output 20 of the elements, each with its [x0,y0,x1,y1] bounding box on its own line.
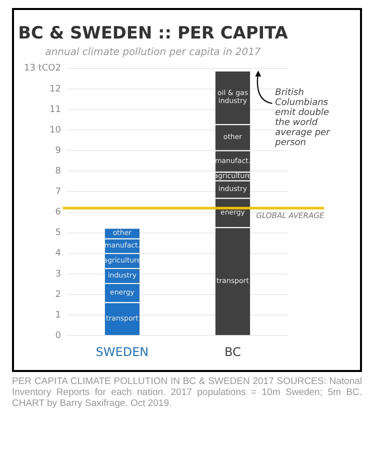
y-tick-label: 6 [55,208,62,218]
y-tick-label: 4 [55,248,62,259]
y-tick-label: 8 [55,166,62,177]
y-tick-label: 7 [55,187,61,198]
y-tick-label: 1 [55,310,61,320]
y-tick-label: 13 tCO2 [24,64,61,74]
chart-subtitle: annual climate pollution per capita in 2017 [45,46,262,58]
y-tick-label: 0 [55,330,62,341]
text: PER CAPITA CLIMATE POLLUTION IN BC & SWEDEN 2017 SOURCES: Natonal Inventory Reports for each nation. 2017 populations = 10m Sweden; 5m BC. CHART by Barry Saxifrage. Oct 2019. [12,376,362,409]
y-tick-label: 11 [49,104,61,115]
y-tick-label: 5 [55,228,61,238]
chart-title: BC & SWEDEN :: PER CAPITA [18,22,289,43]
y-tick-label: 12 [49,84,61,94]
y-tick-label: 9 [55,146,62,156]
x-tick-label: SWEDEN [96,344,149,359]
y-tick-label: 2 [55,290,61,300]
x-tick-label: BC [224,344,241,359]
y-tick-label: 3 [55,269,61,280]
annotation: British Columbians emit double the world average per person [274,88,332,148]
y-tick-label: 10 [49,125,62,136]
